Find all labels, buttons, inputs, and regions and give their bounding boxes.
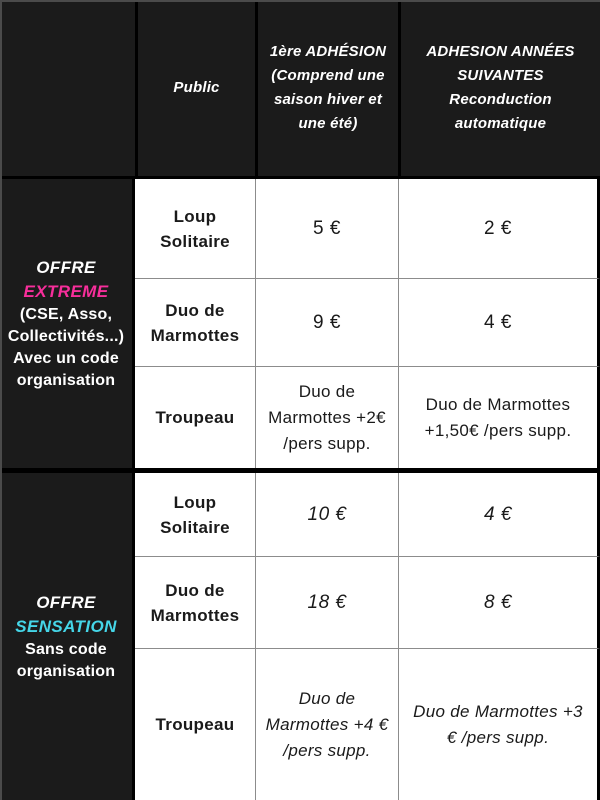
price-first-membership: Duo de Marmottes +2€ /pers supp. <box>255 366 398 468</box>
price-next-years: 4 € <box>398 278 600 366</box>
offer-sensation-desc-line: organisation <box>16 662 116 680</box>
section-divider <box>0 468 600 473</box>
price-first-membership: 10 € <box>255 473 398 556</box>
offer-extreme-desc-line: (CSE, Asso, <box>19 305 113 323</box>
row-public-troupeau: Troupeau <box>135 366 255 468</box>
header-public-label: Public <box>173 79 220 96</box>
header-cell-next-years: ADHESION ANNÉES SUIVANTES Reconduction a… <box>398 0 600 179</box>
offer-extreme-desc-line: Collectivités...) <box>7 327 125 345</box>
outer-top-edge <box>0 0 600 2</box>
offer-sensation-word-offre: OFFRE <box>36 592 96 612</box>
offer-sensation-name: SENSATION <box>15 616 117 636</box>
price-first-membership: 9 € <box>255 278 398 366</box>
offer-sensation-label-cell: OFFRE SENSATION Sans code organisation <box>0 473 135 800</box>
header-first-line: saison hiver et <box>273 91 383 108</box>
offer-extreme-desc-line: Avec un code <box>13 349 119 367</box>
header-next-line: SUIVANTES <box>457 67 544 84</box>
offer-extreme-word-offre: OFFRE <box>36 257 96 277</box>
offer-extreme-desc-line: organisation <box>16 371 116 389</box>
header-next-line: ADHESION ANNÉES <box>426 43 575 60</box>
header-cell-first-membership: 1ère ADHÉSION (Comprend une saison hiver… <box>255 0 398 179</box>
header-next-line: automatique <box>454 115 547 132</box>
header-corner-cell <box>0 0 135 179</box>
price-first-membership: 18 € <box>255 556 398 648</box>
row-public-loup-solitaire: Loup Solitaire <box>135 473 255 556</box>
price-next-years: Duo de Marmottes +3 € /pers supp. <box>398 648 600 800</box>
row-public-loup-solitaire: Loup Solitaire <box>135 179 255 278</box>
offer-extreme-label-cell: OFFRE EXTREME (CSE, Asso, Collectivités.… <box>0 179 135 468</box>
price-next-years: 8 € <box>398 556 600 648</box>
price-first-membership: Duo de Marmottes +4 € /pers supp. <box>255 648 398 800</box>
header-first-line: (Comprend une <box>271 67 385 84</box>
header-next-line: Reconduction <box>449 91 552 108</box>
row-public-troupeau: Troupeau <box>135 648 255 800</box>
row-public-duo-marmottes: Duo de Marmottes <box>135 556 255 648</box>
outer-left-edge <box>0 0 2 800</box>
header-first-line: une été) <box>298 115 358 132</box>
price-next-years: 2 € <box>398 179 600 278</box>
offer-sensation-desc-line: Sans code <box>25 640 107 658</box>
price-next-years: Duo de Marmottes +1,50€ /pers supp. <box>398 366 600 468</box>
header-cell-public: Public <box>135 0 255 179</box>
header-first-line: 1ère ADHÉSION <box>269 43 387 60</box>
offer-extreme-name: EXTREME <box>23 281 109 301</box>
row-public-duo-marmottes: Duo de Marmottes <box>135 278 255 366</box>
price-first-membership: 5 € <box>255 179 398 278</box>
price-next-years: 4 € <box>398 473 600 556</box>
